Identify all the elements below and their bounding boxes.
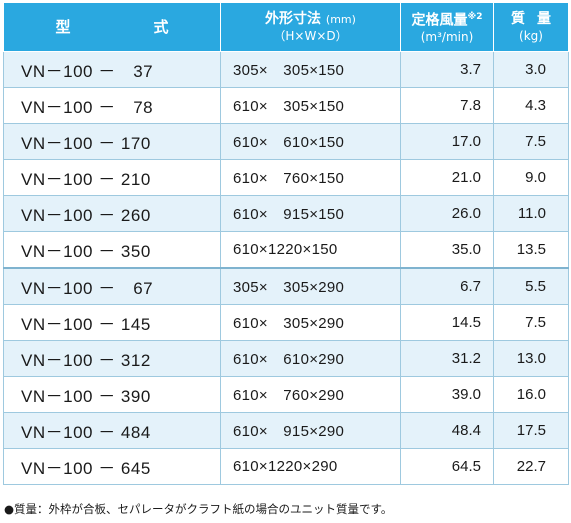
table-row: VN－100 － 390 610× 760×290 39.0 16.0	[3, 376, 569, 413]
dimensions-cell: 610× 610×290	[220, 340, 401, 377]
header-dimensions-label: 外形寸法 (mm)	[221, 11, 400, 28]
airflow-cell: 17.0	[400, 123, 494, 160]
model-cell: VN－100 － 210	[3, 159, 221, 196]
header-dimensions-title: 外形寸法	[265, 10, 322, 27]
dimensions-cell: 610× 760×290	[220, 376, 401, 413]
header-dimensions-sub: （H×W×D）	[273, 28, 348, 43]
header-airflow-unit: (m³/min)	[420, 30, 474, 45]
header-airflow: 定格風量※2 (m³/min)	[400, 2, 494, 52]
model-cell: VN－100 － 37	[3, 51, 221, 88]
airflow-cell: 26.0	[400, 195, 494, 232]
table-row: VN－100 － 170 610× 610×150 17.0 7.5	[3, 123, 569, 160]
model-cell: VN－100 － 78	[3, 87, 221, 124]
mass-cell: 3.0	[493, 51, 569, 88]
header-dimensions-unit: (mm)	[325, 12, 356, 26]
mass-cell: 7.5	[493, 123, 569, 160]
header-airflow-note-mark: ※2	[467, 11, 483, 22]
header-model-label: 型 式	[55, 17, 203, 36]
footnote: ●質量：外枠が合板、セパレータがクラフト紙の場合のユニット質量です。	[4, 502, 393, 516]
dimensions-cell: 610×1220×290	[220, 448, 401, 485]
model-cell: VN－100 － 390	[3, 376, 221, 413]
table-row: VN－100 － 78 610× 305×150 7.8 4.3	[3, 87, 569, 124]
model-cell: VN－100 － 645	[3, 448, 221, 485]
header-airflow-label: 定格風量※2	[401, 9, 493, 30]
model-cell: VN－100 － 170	[3, 123, 221, 160]
dimensions-cell: 610×1220×150	[220, 231, 401, 269]
mass-cell: 13.5	[493, 231, 569, 269]
mass-cell: 13.0	[493, 340, 569, 377]
model-cell: VN－100 － 145	[3, 304, 221, 341]
header-dimensions: 外形寸法 (mm) （H×W×D）	[220, 2, 401, 52]
model-cell: VN－100 － 312	[3, 340, 221, 377]
mass-cell: 5.5	[493, 267, 569, 305]
airflow-cell: 21.0	[400, 159, 494, 196]
table-row: VN－100 － 312 610× 610×290 31.2 13.0	[3, 340, 569, 377]
header-mass-unit: (kg)	[519, 28, 543, 43]
dimensions-cell: 610× 305×150	[220, 87, 401, 124]
airflow-cell: 64.5	[400, 448, 494, 485]
table-row: VN－100 － 350 610×1220×150 35.0 13.5	[3, 231, 569, 269]
dimensions-cell: 610× 915×290	[220, 412, 401, 449]
airflow-cell: 14.5	[400, 304, 494, 341]
header-airflow-title: 定格風量	[411, 12, 468, 29]
table-row: VN－100 － 145 610× 305×290 14.5 7.5	[3, 304, 569, 341]
table-row: VN－100 － 37 305× 305×150 3.7 3.0	[3, 51, 569, 88]
dimensions-cell: 610× 610×150	[220, 123, 401, 160]
mass-cell: 11.0	[493, 195, 569, 232]
mass-cell: 17.5	[493, 412, 569, 449]
model-cell: VN－100 － 260	[3, 195, 221, 232]
airflow-cell: 31.2	[400, 340, 494, 377]
airflow-cell: 48.4	[400, 412, 494, 449]
dimensions-cell: 610× 305×290	[220, 304, 401, 341]
table-row: VN－100 － 484 610× 915×290 48.4 17.5	[3, 412, 569, 449]
mass-cell: 16.0	[493, 376, 569, 413]
model-cell: VN－100 － 67	[3, 267, 221, 305]
mass-cell: 7.5	[493, 304, 569, 341]
dimensions-cell: 610× 760×150	[220, 159, 401, 196]
header-mass: 質量 (kg)	[493, 2, 569, 52]
mass-cell: 4.3	[493, 87, 569, 124]
table-row: VN－100 － 67 305× 305×290 6.7 5.5	[3, 267, 569, 305]
airflow-cell: 35.0	[400, 231, 494, 269]
table-row: VN－100 － 260 610× 915×150 26.0 11.0	[3, 195, 569, 232]
mass-cell: 9.0	[493, 159, 569, 196]
spec-table-body: VN－100 － 37 305× 305×150 3.7 3.0 VN－100 － 7…	[3, 51, 569, 485]
airflow-cell: 3.7	[400, 51, 494, 88]
header-mass-title: 質量	[511, 10, 563, 27]
dimensions-cell: 305× 305×150	[220, 51, 401, 88]
airflow-cell: 7.8	[400, 87, 494, 124]
model-cell: VN－100 － 350	[3, 231, 221, 269]
airflow-cell: 6.7	[400, 267, 494, 305]
mass-cell: 22.7	[493, 448, 569, 485]
table-row: VN－100 － 645 610×1220×290 64.5 22.7	[3, 448, 569, 485]
header-model: 型 式	[3, 2, 221, 52]
spec-table-container: 型 式 外形寸法 (mm) （H×W×D） 定格風量※2 (m³/min) 質量…	[3, 2, 569, 485]
dimensions-cell: 305× 305×290	[220, 267, 401, 305]
spec-table: 型 式 外形寸法 (mm) （H×W×D） 定格風量※2 (m³/min) 質量…	[3, 2, 569, 485]
table-header-row: 型 式 外形寸法 (mm) （H×W×D） 定格風量※2 (m³/min) 質量…	[3, 2, 569, 52]
model-cell: VN－100 － 484	[3, 412, 221, 449]
table-row: VN－100 － 210 610× 760×150 21.0 9.0	[3, 159, 569, 196]
airflow-cell: 39.0	[400, 376, 494, 413]
dimensions-cell: 610× 915×150	[220, 195, 401, 232]
